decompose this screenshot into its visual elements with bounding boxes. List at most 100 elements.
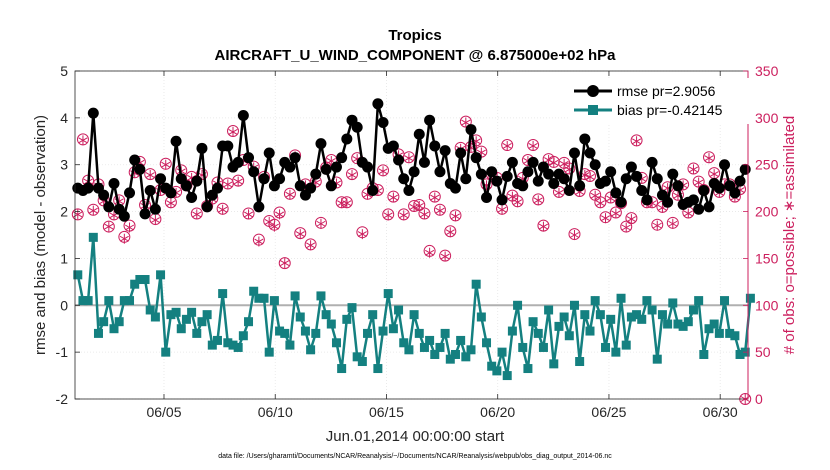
rmse-point — [108, 177, 120, 189]
bias-point — [114, 317, 124, 327]
bias-point — [244, 317, 254, 327]
bias-point — [425, 335, 435, 345]
bias-point — [140, 275, 150, 285]
assimilated-obs-point — [631, 136, 642, 147]
bias-point — [145, 305, 155, 315]
bias-point — [585, 326, 595, 336]
rmse-point — [501, 170, 513, 182]
x-tick-label: 06/20 — [480, 404, 515, 420]
rmse-point — [734, 175, 746, 187]
bias-point — [316, 291, 326, 301]
y-left-tick-label: 5 — [60, 63, 68, 79]
y-left-tick-label: 0 — [60, 297, 68, 313]
bias-point — [419, 342, 429, 352]
bias-point — [275, 326, 285, 336]
assimilated-obs-point — [502, 140, 512, 151]
assimilated-obs-point — [430, 192, 440, 203]
bias-point — [533, 328, 543, 338]
rmse-point — [548, 177, 560, 189]
assimilated-obs-point — [88, 205, 98, 216]
rmse-point — [506, 156, 518, 168]
bias-point — [595, 310, 605, 320]
bias-point — [83, 296, 93, 306]
assimilated-obs-point — [549, 157, 559, 168]
assimilated-obs-point — [388, 192, 398, 203]
bias-point — [580, 310, 590, 320]
rmse-point — [418, 156, 430, 168]
bias-point — [668, 298, 678, 308]
rmse-point — [232, 156, 244, 168]
assimilated-obs-point — [254, 236, 264, 247]
assimilated-obs-point — [119, 233, 129, 244]
assimilated-obs-point — [409, 201, 419, 212]
rmse-point — [719, 159, 731, 171]
bias-point — [487, 361, 497, 371]
possible-obs-point — [278, 257, 291, 270]
bias-point — [249, 286, 259, 296]
rmse-point — [434, 166, 446, 178]
rmse-point — [579, 133, 591, 145]
bias-point — [104, 296, 114, 306]
rmse-point — [362, 161, 374, 173]
possible-obs-point — [102, 220, 115, 233]
bias-point — [523, 364, 533, 374]
assimilated-obs-point — [218, 204, 228, 215]
rmse-point — [393, 154, 405, 166]
bias-point — [150, 312, 160, 322]
rmse-point — [284, 161, 296, 173]
rmse-point — [413, 128, 425, 140]
rmse-point — [672, 180, 684, 192]
rmse-point — [522, 166, 534, 178]
assimilated-obs-point — [233, 176, 243, 187]
bias-point — [652, 354, 662, 364]
assimilated-obs-point — [554, 187, 564, 198]
rmse-point — [134, 163, 146, 175]
bias-point — [326, 319, 336, 329]
bias-point — [569, 300, 579, 310]
assimilated-obs-point — [161, 159, 171, 170]
assimilated-obs-point — [585, 171, 595, 182]
bias-point — [466, 345, 476, 355]
bias-point — [238, 331, 248, 341]
rmse-point — [87, 107, 99, 119]
bias-point — [445, 354, 455, 364]
bias-point — [212, 335, 222, 345]
bias-point — [357, 357, 367, 367]
rmse-point — [305, 182, 317, 194]
rmse-point — [201, 201, 213, 213]
y-right-tick-label: 200 — [755, 204, 779, 220]
bias-point — [373, 364, 383, 374]
legend-rmse-label: rmse pr=2.9056 — [617, 83, 716, 99]
y-axis-left-label: rmse and bias (model - observation) — [32, 115, 49, 355]
rmse-point — [429, 140, 441, 152]
bias-point — [575, 357, 585, 367]
assimilated-obs-point — [264, 216, 274, 227]
assimilated-obs-point — [357, 229, 367, 240]
y-right-tick-label: 250 — [755, 157, 779, 173]
bias-point — [130, 279, 140, 289]
rmse-point — [713, 182, 725, 194]
rmse-point — [294, 180, 306, 192]
assimilated-obs-point — [425, 247, 435, 258]
rmse-point — [186, 192, 198, 204]
x-tick-label: 06/30 — [703, 404, 738, 420]
bias-point — [280, 328, 290, 338]
bias-point — [507, 326, 517, 336]
rmse-point — [496, 194, 508, 206]
bias-point — [611, 347, 621, 357]
assimilated-obs-point — [399, 210, 409, 221]
bias-point — [321, 310, 331, 320]
rmse-point — [568, 147, 580, 159]
bias-point — [347, 303, 357, 313]
rmse-point — [439, 145, 451, 157]
bias-point — [187, 307, 197, 317]
rmse-point — [170, 135, 182, 147]
rmse-point — [237, 110, 249, 122]
bias-point — [559, 312, 569, 322]
rmse-point — [144, 184, 156, 196]
bias-point — [300, 326, 310, 336]
assimilated-obs-point — [274, 209, 285, 220]
bias-point — [647, 305, 657, 315]
bias-point — [295, 312, 305, 322]
assimilated-obs-point — [445, 227, 455, 238]
